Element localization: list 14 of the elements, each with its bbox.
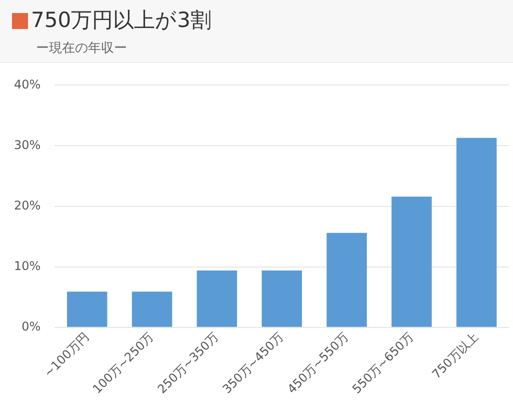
y-tick-label: 30% [14, 138, 41, 152]
bar [456, 138, 497, 327]
bar [67, 292, 108, 327]
bar [392, 196, 432, 327]
y-tick-label: 20% [14, 198, 41, 212]
chart-subtitle: ー現在の年収ー [36, 40, 127, 57]
y-tick-label: 40% [14, 77, 41, 92]
bar [262, 270, 302, 327]
y-tick-label: 10% [14, 258, 41, 273]
bar [326, 232, 367, 327]
bar [132, 292, 172, 327]
bar [196, 270, 238, 327]
chart-title: 750万円以上が3割 [31, 7, 212, 34]
y-tick-label: 0% [22, 319, 41, 334]
